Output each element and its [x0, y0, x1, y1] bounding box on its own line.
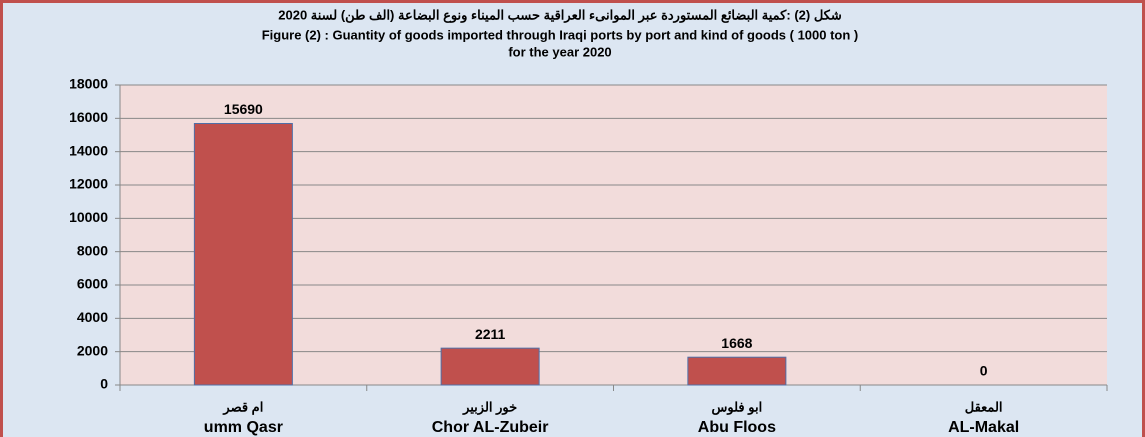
- y-tick-label: 14000: [69, 142, 108, 158]
- x-tick-label: المعقل: [965, 399, 1003, 414]
- data-label: 2211: [475, 326, 506, 342]
- data-label: 1668: [721, 335, 752, 351]
- x-tick-label: ام قصر: [222, 399, 263, 415]
- bar: [193, 123, 293, 386]
- chart-title: Figure (2) : Guantity of goods imported …: [262, 27, 859, 42]
- data-label: 15690: [224, 101, 263, 117]
- y-tick-label: 0: [100, 376, 108, 392]
- chart-title: for the year 2020: [508, 44, 611, 59]
- y-tick-label: 18000: [69, 76, 108, 92]
- x-tick-label: خور الزبير: [462, 399, 517, 415]
- bar: [687, 356, 787, 386]
- chart-title: شكل (2) :كمية البضائع المستوردة عبر المو…: [278, 7, 842, 23]
- x-tick-label: Abu Floos: [698, 419, 776, 436]
- y-tick-label: 4000: [77, 309, 108, 325]
- x-tick-label: AL-Makal: [948, 419, 1019, 436]
- y-tick-label: 12000: [69, 176, 108, 192]
- bar: [440, 347, 540, 386]
- y-tick-label: 2000: [77, 342, 108, 358]
- data-label: 0: [980, 363, 988, 379]
- y-tick-label: 8000: [77, 242, 108, 258]
- y-tick-label: 16000: [69, 109, 108, 125]
- y-tick-label: 10000: [69, 209, 108, 225]
- x-tick-label: umm Qasr: [204, 419, 283, 436]
- y-tick-label: 6000: [77, 276, 108, 292]
- x-tick-label: Chor AL-Zubeir: [432, 419, 549, 436]
- x-tick-label: ابو فلوس: [712, 399, 763, 415]
